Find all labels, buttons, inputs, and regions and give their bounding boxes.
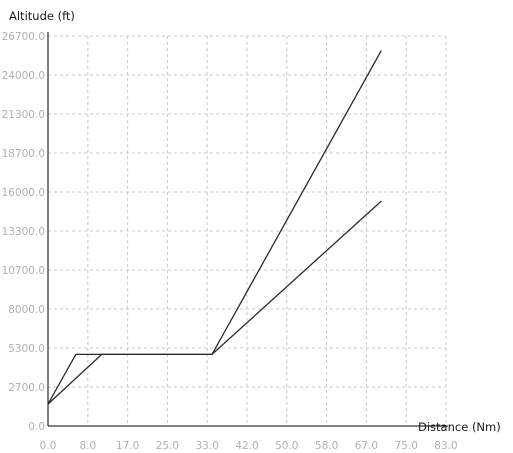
x-tick-labels: 0.0 8.0 17.0 25.0 33.0 42.0 50.0 58.0 67.0 75.0 83… xyxy=(40,440,458,452)
y-tick-label: 18700.0 xyxy=(2,148,45,160)
y-tick-labels: 0.0 2700.0 5300.0 8000.0 10700.0 13300.0 16000… xyxy=(2,31,45,433)
x-tick-label: 75.0 xyxy=(395,440,418,452)
y-tick-label: 24000.0 xyxy=(2,70,45,82)
series-group xyxy=(47,50,382,405)
x-tick-label: 8.0 xyxy=(79,440,96,452)
x-tick-label: 33.0 xyxy=(196,440,219,452)
x-tick-label: 25.0 xyxy=(156,440,179,452)
y-tick-label: 10700.0 xyxy=(2,265,45,277)
y-tick-label: 5300.0 xyxy=(8,343,45,355)
series-line-1 xyxy=(47,50,382,405)
y-tick-label: 8000.0 xyxy=(8,304,45,316)
x-tick-label: 17.0 xyxy=(116,440,139,452)
y-tick-label: 16000.0 xyxy=(2,187,45,199)
y-axis-title: Altitude (ft) xyxy=(9,9,75,23)
x-axis-title: Distance (Nm) xyxy=(418,420,501,434)
x-tick-label: 0.0 xyxy=(40,440,57,452)
axes xyxy=(47,32,448,427)
grid xyxy=(48,35,447,426)
series-line-2 xyxy=(47,200,382,405)
y-tick-label: 26700.0 xyxy=(2,31,45,43)
x-tick-label: 67.0 xyxy=(355,440,378,452)
y-tick-label: 2700.0 xyxy=(8,382,45,394)
y-tick-label: 13300.0 xyxy=(2,226,45,238)
x-tick-label: 58.0 xyxy=(315,440,338,452)
y-tick-label: 0.0 xyxy=(28,421,45,433)
x-tick-label: 83.0 xyxy=(434,440,457,452)
y-tick-label: 21300.0 xyxy=(2,109,45,121)
x-tick-label: 42.0 xyxy=(235,440,258,452)
x-tick-label: 50.0 xyxy=(275,440,298,452)
